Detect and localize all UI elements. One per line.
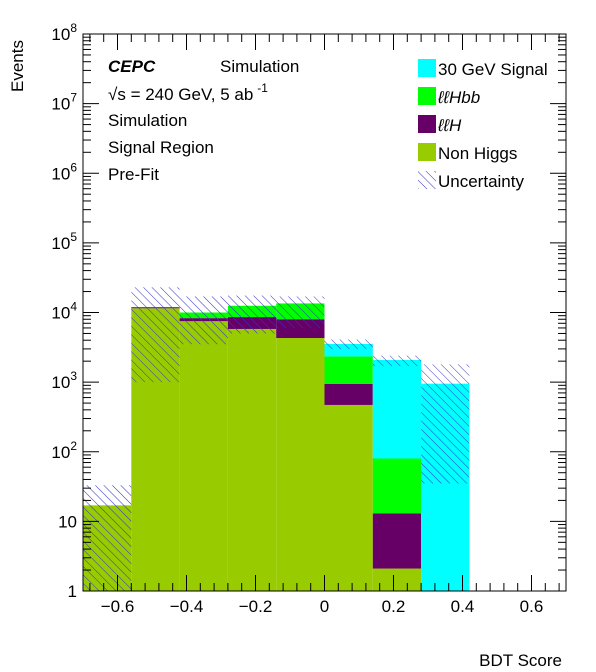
bar-series0-bin5	[324, 404, 373, 591]
y-tick-label: 102	[51, 439, 77, 462]
fit-label: Pre-Fit	[108, 165, 159, 184]
bar-series2-bin6	[372, 458, 422, 514]
simulation-line: Simulation	[108, 111, 187, 130]
energy-text: s = 240 GeV, 5 ab	[117, 85, 253, 104]
x-axis: −0.6 −0.4 −0.2 0 0.2 0.4 0.6	[89, 34, 560, 616]
y-tick-label: 103	[51, 369, 77, 392]
uncertainty-band	[83, 287, 470, 591]
energy-label: √s = 240 GeV, 5 ab -1	[108, 81, 268, 104]
x-axis-label: BDT Score	[479, 651, 562, 670]
legend-swatch-3	[418, 143, 436, 161]
x-tick-label: −0.6	[101, 597, 135, 616]
legend-label-1: ℓℓHbb	[437, 88, 480, 107]
legend-label-4: Uncertainty	[438, 172, 524, 191]
legend-label-2: ℓℓH	[437, 116, 462, 135]
bar-series0-bin6	[372, 568, 422, 591]
experiment-label: CEPC	[108, 57, 156, 76]
y-tick-label: 10	[58, 512, 77, 531]
x-tick-label: 0.2	[382, 597, 406, 616]
uncertainty-bin2	[179, 296, 228, 345]
x-tick-label: 0.6	[520, 597, 544, 616]
x-tick-label: 0.4	[451, 597, 475, 616]
y-tick-label: 108	[51, 21, 77, 44]
y-tick-label: 107	[51, 91, 77, 114]
legend-swatch-4	[418, 171, 436, 189]
bar-series1-bin6	[372, 513, 422, 569]
uncertainty-bin3	[227, 295, 277, 334]
bar-series0-bin4	[276, 338, 325, 591]
sqrt-symbol: √	[108, 85, 118, 104]
uncertainty-bin4	[276, 296, 325, 328]
y-axis-label: Events	[8, 40, 27, 92]
y-tick-label: 106	[51, 160, 77, 183]
bar-series0-bin2	[179, 321, 228, 591]
legend-label-3: Non Higgs	[438, 144, 517, 163]
uncertainty-bin1	[131, 287, 180, 383]
bar-series1-bin5	[324, 383, 373, 405]
legend-swatch-1	[418, 87, 436, 105]
legend-swatch-2	[418, 115, 436, 133]
uncertainty-bin5	[324, 339, 373, 349]
x-tick-label: 0	[320, 597, 329, 616]
uncertainty-bin6	[372, 355, 422, 367]
y-tick-label: 105	[51, 230, 77, 253]
annotation-block: CEPC Simulation √s = 240 GeV, 5 ab -1 Sim…	[108, 57, 299, 184]
uncertainty-bin7	[421, 364, 470, 484]
bar-series0-bin3	[227, 328, 277, 591]
bar-series2-bin5	[324, 356, 373, 384]
energy-exponent: -1	[257, 81, 268, 95]
y-tick-label: 1	[68, 582, 77, 601]
x-tick-label: −0.4	[170, 597, 204, 616]
legend-swatch-0	[418, 59, 436, 77]
region-label: Signal Region	[108, 138, 214, 157]
y-tick-label: 104	[51, 300, 77, 323]
x-tick-label: −0.2	[239, 597, 273, 616]
legend-label-0: 30 GeV Signal	[438, 60, 548, 79]
uncertainty-bin0	[83, 485, 132, 591]
y-axis: 1 10 102 103 104 105 106 107 108	[51, 21, 566, 601]
simulation-label: Simulation	[220, 57, 299, 76]
legend: 30 GeV Signal ℓℓHbb ℓℓH Non Higgs Uncertaint…	[418, 59, 548, 191]
bar-series3-bin6	[372, 359, 422, 459]
